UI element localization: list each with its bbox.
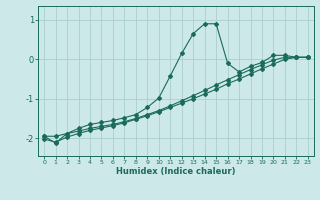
- X-axis label: Humidex (Indice chaleur): Humidex (Indice chaleur): [116, 167, 236, 176]
